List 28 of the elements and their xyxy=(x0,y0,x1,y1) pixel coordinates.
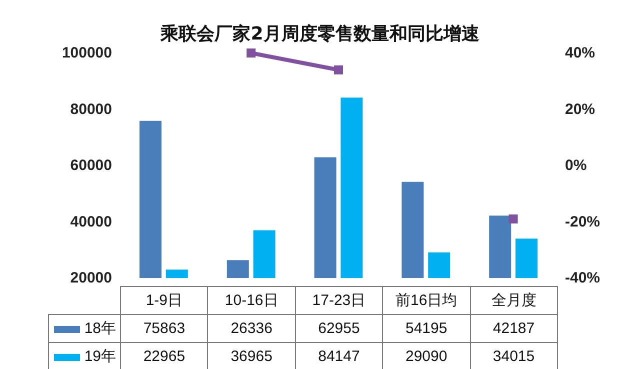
data-label: 54195 xyxy=(382,314,470,342)
y-tick-label: 20000 xyxy=(70,270,112,286)
y-tick-label: 60000 xyxy=(70,157,112,174)
chart-title: 乘联会厂家2月周度零售数量和同比增速 xyxy=(160,24,480,44)
data-label: 26336 xyxy=(208,314,296,342)
x-tick-label: 全月度 xyxy=(470,286,558,314)
y-tick-label: 100000 xyxy=(62,44,112,62)
legend-label: 19年 xyxy=(84,348,116,365)
data-label: 29090 xyxy=(382,342,470,369)
y2-tick-label: 0% xyxy=(565,157,587,174)
data-label: 22965 xyxy=(120,342,208,369)
y-tick-label: 40000 xyxy=(70,213,112,230)
data-label: 75863 xyxy=(120,314,208,342)
y-tick-label: 80000 xyxy=(70,100,112,118)
y2-tick-label: -40% xyxy=(565,270,600,286)
y2-tick-label: 20% xyxy=(565,100,596,118)
x-tick-label: 前16日均 xyxy=(382,286,470,314)
x-tick-label: 10-16日 xyxy=(208,286,296,314)
data-label: 62955 xyxy=(295,314,383,342)
y2-tick-label: -20% xyxy=(565,213,600,230)
data-label: 84147 xyxy=(295,342,383,369)
data-label: 36965 xyxy=(208,342,296,369)
y2-tick-label: 40% xyxy=(565,44,596,62)
x-tick-label: 17-23日 xyxy=(295,286,383,314)
legend-label: 18年 xyxy=(84,320,116,337)
x-tick-label: 1-9日 xyxy=(120,286,208,314)
data-label: 42187 xyxy=(470,314,558,342)
data-label: 34015 xyxy=(470,342,558,369)
